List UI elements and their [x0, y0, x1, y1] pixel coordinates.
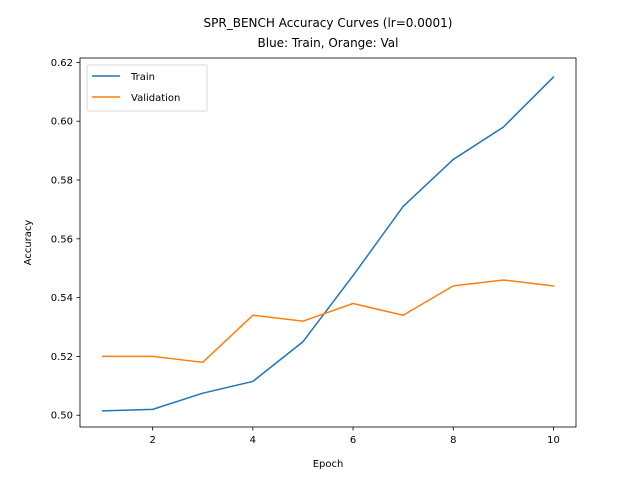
x-tick-label: 6	[350, 435, 356, 446]
y-tick-label: 0.54	[51, 293, 73, 304]
y-axis: 0.50 0.52 0.54 0.56 0.58 0.60 0.62	[51, 58, 80, 422]
y-axis-label: Accuracy	[23, 220, 34, 266]
legend: Train Validation	[86, 64, 208, 112]
y-tick-label: 0.56	[51, 234, 73, 245]
y-tick-label: 0.50	[51, 411, 73, 422]
legend-label-train: Train	[130, 72, 155, 83]
y-tick-label: 0.58	[51, 176, 73, 187]
series-line-train	[101, 76, 555, 412]
x-tick-label: 10	[547, 435, 560, 446]
plot-area-frame	[79, 57, 577, 428]
series-line-validation	[101, 279, 555, 364]
chart-title-line2: Blue: Train, Orange: Val	[258, 36, 399, 50]
x-tick-label: 4	[250, 435, 256, 446]
legend-label-validation: Validation	[131, 93, 180, 104]
x-tick-label: 2	[149, 435, 155, 446]
y-tick-label: 0.60	[51, 117, 73, 128]
chart-title-line1: SPR_BENCH Accuracy Curves (lr=0.0001)	[204, 16, 453, 30]
y-tick-label: 0.52	[51, 352, 73, 363]
x-axis-label: Epoch	[313, 459, 344, 470]
x-axis: 2 4 6 8 10	[149, 427, 560, 446]
y-tick-label: 0.62	[51, 58, 73, 69]
x-tick-label: 8	[450, 435, 456, 446]
